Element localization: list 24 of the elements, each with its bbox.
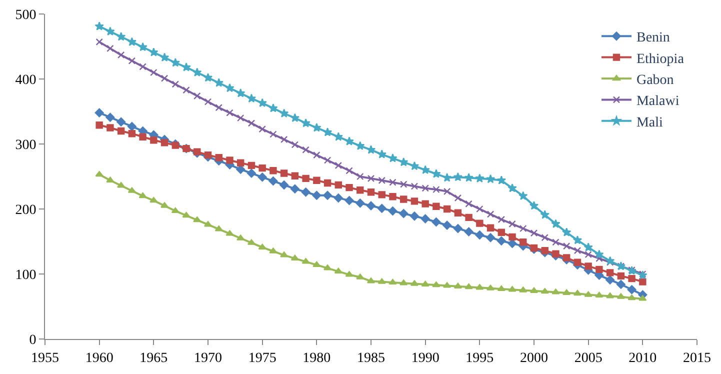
legend-label: Malawi	[636, 94, 680, 110]
x-tick-label: 2015	[683, 350, 711, 366]
x-tick-label: 1970	[194, 350, 222, 366]
x-tick-label: 1975	[248, 350, 276, 366]
legend-label: Mali	[636, 115, 664, 130]
y-tick-label: 500	[15, 8, 36, 23]
y-tick-label: 0	[29, 332, 36, 348]
x-tick-label: 2005	[574, 350, 602, 366]
x-tick-label: 2010	[628, 350, 657, 366]
x-tick-label: 1985	[357, 350, 385, 366]
x-tick-label: 1995	[466, 350, 494, 366]
x-tick-label: 2000	[520, 350, 548, 366]
legend-label: Gabon	[636, 72, 674, 88]
y-tick-label: 400	[15, 72, 36, 88]
legend-label: Benin	[636, 30, 670, 46]
x-tick-label: 1955	[31, 350, 59, 366]
x-tick-label: 1980	[302, 350, 331, 366]
y-tick-label: 300	[15, 138, 36, 153]
x-tick-label: 1960	[85, 350, 114, 366]
y-tick-label: 200	[15, 202, 36, 218]
x-tick-label: 1990	[411, 350, 440, 366]
legend-label: Ethiopia	[636, 52, 685, 67]
y-tick-label: 100	[15, 268, 36, 283]
x-tick-label: 1965	[140, 350, 168, 366]
